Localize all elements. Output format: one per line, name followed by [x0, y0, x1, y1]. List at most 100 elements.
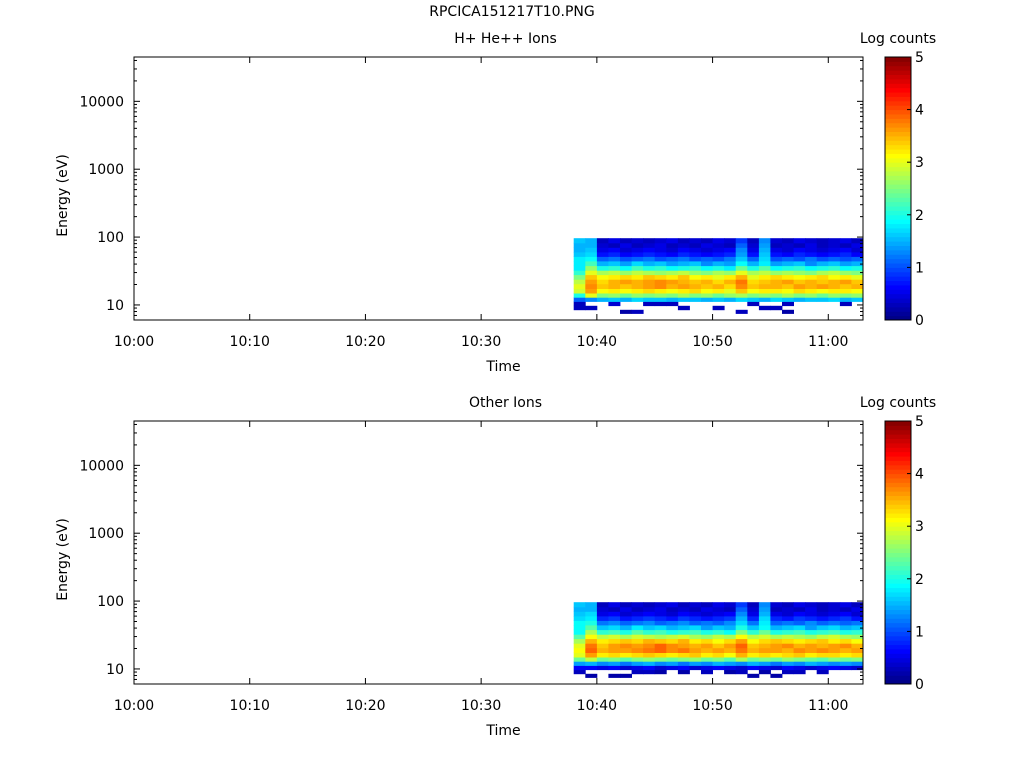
heatmap-cell: [654, 265, 667, 271]
heatmap-cell: [805, 616, 818, 621]
heatmap-cell: [596, 634, 609, 640]
heatmap-cell: [758, 657, 771, 662]
heatmap-cell: [828, 665, 841, 671]
heatmap-cell: [793, 634, 806, 640]
colorbar-segment: [885, 442, 911, 448]
colorbar-segment: [885, 201, 911, 207]
colorbar-tick-label: 0: [915, 313, 924, 329]
heatmap-cell: [851, 661, 864, 666]
heatmap-cell: [596, 293, 609, 298]
heatmap-cell: [585, 283, 598, 289]
colorbar-segment: [885, 276, 911, 282]
colorbar-segment: [885, 284, 911, 290]
heatmap-cell: [631, 238, 644, 244]
colorbar-segment: [885, 83, 911, 89]
heatmap-cell: [573, 652, 586, 658]
heatmap-cell: [851, 602, 864, 608]
heatmap-cell: [735, 665, 748, 671]
colorbar-segment: [885, 526, 911, 532]
heatmap-cell: [666, 270, 679, 276]
heatmap-cell: [805, 242, 818, 248]
colorbar-segment: [885, 92, 911, 97]
heatmap-cell: [747, 238, 760, 244]
heatmap-cell: [782, 283, 794, 289]
heatmap-cell: [735, 270, 748, 276]
heatmap-cell: [793, 261, 806, 267]
heatmap-cell: [758, 283, 771, 289]
heatmap-cell: [596, 602, 609, 608]
heatmap-cell: [805, 606, 818, 612]
heatmap-cell: [585, 629, 598, 635]
heatmap-cell: [839, 270, 852, 276]
heatmap-cell: [666, 616, 679, 621]
heatmap-cell: [782, 652, 794, 658]
x-tick-label: 10:40: [577, 698, 617, 714]
heatmap-cell: [770, 661, 783, 666]
heatmap-cell: [573, 669, 586, 675]
heatmap-cell: [631, 665, 644, 671]
heatmap-cell: [839, 274, 852, 280]
heatmap-cell: [851, 647, 864, 653]
heatmap-cell: [828, 625, 841, 631]
heatmap-cell: [643, 661, 656, 666]
heatmap-cell: [758, 293, 771, 298]
heatmap-cell: [596, 242, 609, 248]
heatmap-cell: [585, 673, 598, 678]
heatmap-cell: [701, 247, 713, 253]
heatmap-cell: [782, 602, 794, 608]
colorbar-segment: [885, 421, 911, 426]
heatmap-cell: [643, 270, 656, 276]
heatmap-cell: [839, 252, 852, 257]
colorbar-segment: [885, 565, 911, 571]
heatmap-cell: [816, 242, 829, 248]
heatmap-cell: [805, 293, 818, 298]
heatmap-cell: [793, 247, 806, 253]
heatmap-cell: [689, 270, 702, 276]
heatmap-cell: [712, 288, 725, 294]
heatmap-cell: [724, 279, 737, 285]
heatmap-cell: [689, 238, 702, 244]
heatmap-cell: [701, 634, 713, 640]
y-tick-label: 10000: [79, 458, 124, 474]
colorbar-segment: [885, 662, 911, 667]
colorbar-segment: [885, 96, 911, 102]
heatmap-cell: [770, 634, 783, 640]
heatmap-cell: [689, 652, 702, 658]
heatmap-cell: [573, 265, 586, 271]
heatmap-cell: [747, 301, 760, 307]
heatmap-cell: [747, 616, 760, 621]
colorbar-segment: [885, 254, 911, 260]
heatmap-cell: [596, 625, 609, 631]
heatmap-cell: [782, 252, 794, 257]
heatmap-cell: [643, 652, 656, 658]
heatmap-cell: [793, 242, 806, 248]
heatmap-cell: [770, 606, 783, 612]
heatmap-cell: [770, 261, 783, 267]
heatmap-cell: [643, 279, 656, 285]
colorbar-segment: [885, 596, 911, 602]
heatmap-cell: [758, 669, 771, 675]
heatmap-cell: [816, 297, 829, 302]
heatmap-cell: [828, 238, 841, 244]
heatmap-cell: [701, 647, 713, 653]
heatmap-cell: [839, 661, 852, 666]
y-tick-label: 100: [97, 230, 124, 246]
heatmap-cell: [596, 256, 609, 262]
heatmap-cell: [747, 279, 760, 285]
heatmap-cell: [828, 647, 841, 653]
heatmap-cell: [701, 270, 713, 276]
colorbar-segment: [885, 298, 911, 303]
heatmap-cell: [620, 638, 632, 644]
heatmap-cell: [654, 629, 667, 635]
heatmap-cell: [689, 242, 702, 248]
heatmap-cell: [724, 657, 737, 662]
heatmap-cell: [724, 283, 737, 289]
colorbar-segment: [885, 473, 911, 479]
heatmap-cell: [735, 657, 748, 662]
heatmap-cell: [839, 657, 852, 662]
heatmap-cell: [666, 634, 679, 640]
heatmap-cell: [724, 616, 737, 621]
heatmap-cell: [816, 625, 829, 631]
heatmap-cell: [793, 274, 806, 280]
heatmap-cell: [747, 647, 760, 653]
